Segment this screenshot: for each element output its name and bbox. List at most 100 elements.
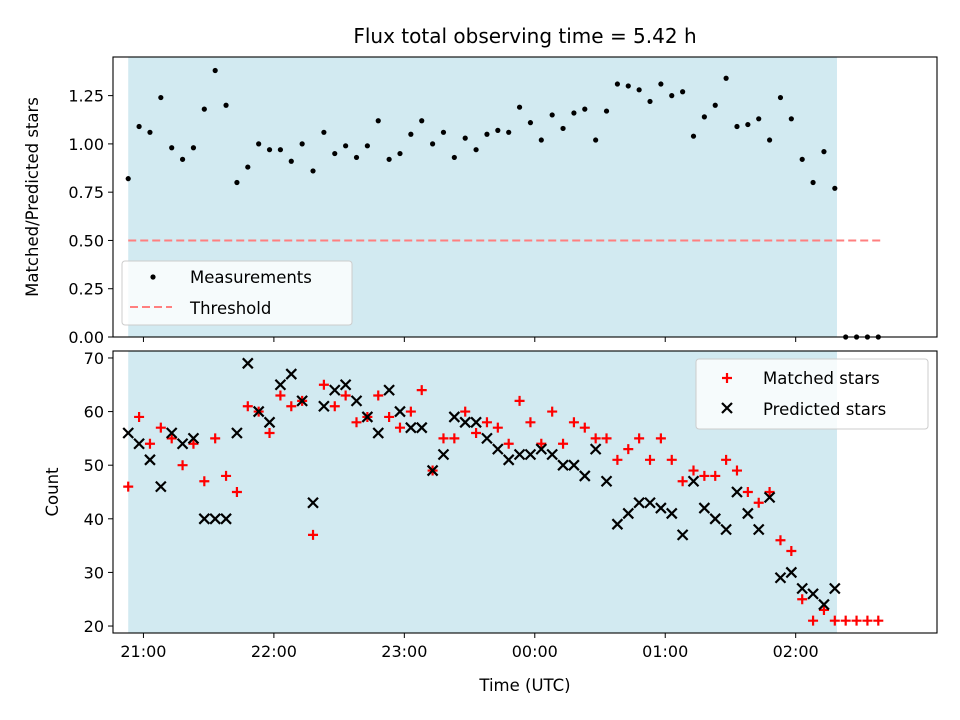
data-point xyxy=(364,143,370,149)
data-point xyxy=(753,497,764,508)
data-point xyxy=(256,141,262,147)
data-point xyxy=(742,487,753,497)
data-point xyxy=(546,448,558,461)
data-point xyxy=(492,443,504,455)
data-point xyxy=(155,480,167,493)
data-point xyxy=(593,137,599,143)
data-point xyxy=(481,417,492,428)
data-point xyxy=(437,448,450,461)
data-point xyxy=(308,529,319,540)
data-point xyxy=(622,507,635,520)
data-point xyxy=(147,129,153,135)
data-point xyxy=(459,416,471,429)
data-point xyxy=(731,465,742,476)
data-point xyxy=(873,615,884,626)
x-tick-label: 00:00 xyxy=(512,642,558,661)
data-point xyxy=(340,390,351,401)
data-point xyxy=(818,604,829,615)
data-point xyxy=(373,390,384,401)
data-point xyxy=(709,513,722,525)
data-point xyxy=(582,106,588,112)
data-point xyxy=(394,422,405,433)
legend-marker-predicted xyxy=(721,402,733,414)
data-point xyxy=(125,176,131,182)
data-point xyxy=(775,535,786,546)
data-point xyxy=(786,545,797,556)
data-point xyxy=(122,427,134,439)
data-point xyxy=(699,470,710,481)
data-point xyxy=(560,125,566,132)
data-point xyxy=(756,116,762,122)
data-point xyxy=(612,454,623,465)
data-point xyxy=(448,411,461,423)
series-predicted-stars xyxy=(122,357,841,611)
data-point xyxy=(190,145,197,151)
legend-label-predicted: Predicted stars xyxy=(763,400,886,419)
data-point xyxy=(558,438,569,449)
data-point xyxy=(766,137,773,143)
data-point xyxy=(807,588,819,600)
data-point xyxy=(680,89,686,95)
data-point xyxy=(198,513,211,525)
data-point xyxy=(288,158,294,164)
x-tick-label: 21:00 xyxy=(120,642,166,661)
data-point xyxy=(549,112,555,118)
data-point xyxy=(144,438,155,449)
data-point xyxy=(557,459,569,471)
data-point xyxy=(405,421,417,434)
data-point xyxy=(710,470,721,481)
data-point xyxy=(495,127,501,133)
data-point xyxy=(133,437,145,450)
count-panel: 21:00 22:00 23:00 00:00 01:00 02:00 20 30 40 50 60… xyxy=(84,349,938,661)
data-point xyxy=(810,179,816,186)
data-point xyxy=(416,385,427,396)
data-point xyxy=(397,150,403,157)
data-point xyxy=(818,598,830,611)
data-point xyxy=(763,491,776,504)
series-matched-stars xyxy=(123,379,884,626)
data-point xyxy=(351,417,362,428)
data-point xyxy=(299,141,305,147)
data-point xyxy=(589,443,602,455)
data-point xyxy=(419,118,425,124)
data-point xyxy=(263,416,276,429)
data-point xyxy=(547,406,558,417)
data-point xyxy=(481,432,493,445)
data-point xyxy=(698,502,711,514)
axes-frame xyxy=(112,350,938,634)
data-point xyxy=(720,523,732,536)
data-point xyxy=(796,582,808,595)
data-point xyxy=(777,94,784,101)
data-point xyxy=(808,615,819,626)
data-point xyxy=(321,129,327,135)
data-point xyxy=(524,448,537,461)
data-point xyxy=(513,448,526,461)
data-point xyxy=(429,141,436,147)
data-point xyxy=(144,454,156,466)
data-point xyxy=(242,401,253,412)
data-point xyxy=(353,154,360,161)
data-point xyxy=(210,433,221,444)
data-point xyxy=(361,411,374,423)
data-point xyxy=(231,487,242,497)
y-tick-label: 40 xyxy=(84,510,104,529)
data-point xyxy=(177,460,188,471)
data-point xyxy=(375,118,381,124)
data-point xyxy=(832,185,838,191)
legend-box xyxy=(121,260,353,326)
data-point xyxy=(579,470,591,482)
data-point xyxy=(600,475,613,488)
data-point xyxy=(212,67,218,74)
x-axis-label: Time (UTC) xyxy=(478,676,570,695)
y-tick-label: 20 xyxy=(84,617,104,636)
data-point xyxy=(601,433,612,444)
data-point xyxy=(169,145,175,151)
data-point xyxy=(677,476,688,487)
data-point xyxy=(221,470,232,481)
data-point xyxy=(829,615,840,626)
data-point xyxy=(234,179,240,186)
plot-panels: 0.00 0.25 0.50 0.75 1.00 1.25 Measurements Thre… xyxy=(68,56,938,661)
chart-title: Flux total observing time = 5.42 h xyxy=(353,24,696,48)
legend-marker-matched xyxy=(722,373,732,383)
